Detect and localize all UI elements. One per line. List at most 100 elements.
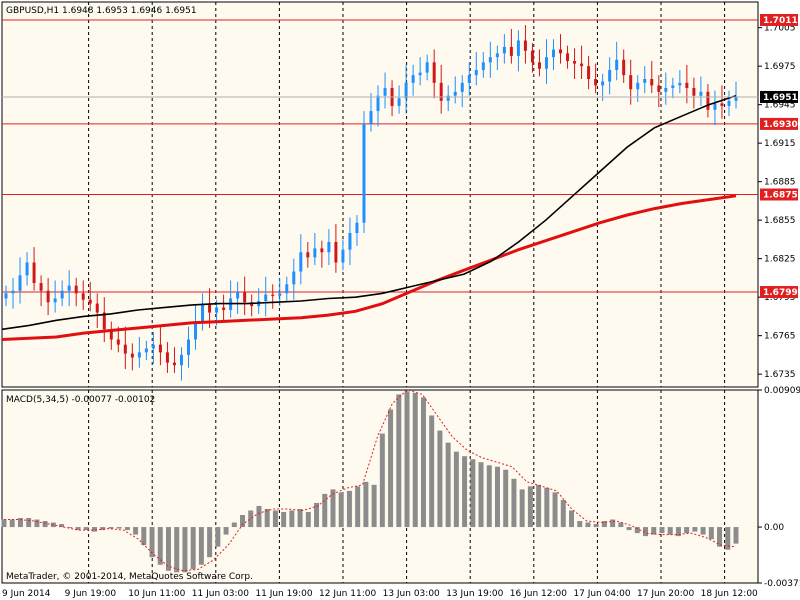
macd-histogram-bar [725, 527, 731, 550]
candle-body [411, 75, 415, 83]
candle-body [699, 91, 703, 96]
candlestick-series [4, 25, 738, 381]
macd-histogram-bar [174, 527, 180, 573]
candle-body [313, 248, 317, 258]
level-label: 1.6875 [763, 191, 798, 201]
macd-histogram-bar [240, 514, 246, 528]
vertical-grid [88, 2, 726, 583]
macd-histogram-bar [83, 527, 89, 531]
macd-histogram-bar [182, 527, 188, 573]
candle-body [32, 262, 36, 284]
candle-body [299, 252, 303, 272]
macd-histogram-bar [149, 527, 155, 558]
copyright-label: MetaTrader, © 2001-2014, MetaQuotes Soft… [6, 572, 253, 582]
candle-body [636, 82, 640, 90]
candle-body [509, 46, 513, 56]
macd-histogram-bar [297, 508, 303, 528]
candle-body [650, 79, 654, 86]
candle-body [88, 299, 92, 304]
candle-body [25, 262, 29, 276]
y-tick-label: 1.6795 [764, 293, 796, 303]
candle-body [432, 62, 436, 83]
macd-histogram-bar [190, 527, 196, 570]
macd-histogram-bar [289, 510, 295, 528]
macd-histogram-bar [371, 484, 377, 528]
candle-body [109, 329, 113, 340]
candle-body [720, 103, 724, 106]
candle-body [615, 59, 619, 71]
macd-histogram-bar [215, 527, 221, 547]
candle-body [678, 82, 682, 86]
macd-histogram-bar [264, 508, 270, 528]
candle-body [4, 293, 8, 299]
macd-y-tick-label: 0.00909 [764, 386, 800, 396]
candle-body [530, 50, 534, 63]
macd-histogram-bar [100, 527, 106, 531]
candle-body [566, 53, 570, 62]
candle-body [95, 303, 99, 313]
x-tick-label: 12 Jun 11:00 [319, 589, 376, 599]
candle-body [453, 91, 457, 96]
y-tick-label: 1.6975 [764, 62, 796, 72]
macd-histogram-bar [610, 519, 616, 528]
macd-histogram-bar [429, 415, 435, 528]
candle-body [278, 293, 282, 296]
candle-body [537, 62, 541, 69]
candle-body [671, 85, 675, 88]
candle-body [587, 66, 591, 79]
candle-body [187, 339, 190, 355]
macd-histogram-bar [470, 459, 476, 528]
macd-histogram-bar [396, 394, 402, 528]
macd-histogram-bar [486, 465, 492, 528]
candle-body [222, 307, 226, 310]
macd-histogram-bar [643, 527, 649, 537]
y-tick-label: 1.6855 [764, 216, 796, 226]
candle-body [622, 59, 626, 76]
macd-histogram-bar [593, 524, 599, 528]
macd-histogram-bar [91, 527, 97, 532]
fast-moving-average-line [1, 94, 737, 331]
macd-histogram-bar [569, 510, 575, 528]
y-tick-label: 1.6945 [764, 101, 796, 111]
candle-body [18, 275, 22, 291]
macd-histogram-bar [272, 510, 278, 528]
candle-body [67, 285, 71, 291]
candle-body [383, 87, 387, 96]
candle-body [53, 298, 57, 303]
macd-histogram-bar [363, 481, 369, 528]
candle-body [552, 49, 555, 58]
candle-body [102, 312, 106, 330]
current-price-box [760, 90, 798, 103]
candle-body [474, 70, 478, 76]
x-tick-label: 9 Jun 19:00 [65, 589, 117, 599]
candle-body [467, 75, 471, 83]
candle-body [250, 302, 254, 307]
macd-histogram-bar [9, 519, 15, 528]
candle-body [11, 290, 15, 294]
level-label: 1.6930 [763, 120, 798, 130]
candle-body [201, 303, 205, 323]
candle-body [706, 91, 710, 110]
candle-body [292, 271, 296, 285]
candle-body [397, 98, 401, 106]
candle-body [369, 111, 373, 124]
x-tick-label: 10 Jun 11:00 [128, 589, 185, 599]
macd-histogram-bar [1, 519, 7, 528]
level-label-box [760, 117, 798, 130]
candle-body [327, 241, 331, 253]
candle-body [348, 233, 352, 250]
macd-histogram-bar [355, 486, 361, 528]
candle-body [46, 290, 50, 303]
macd-histogram-bar [626, 527, 632, 531]
candle-body [481, 62, 485, 71]
level-label: 1.6799 [763, 288, 798, 298]
macd-histogram-bar [478, 462, 484, 528]
macd-histogram-bar [601, 521, 607, 528]
candle-body [376, 95, 380, 112]
candle-body [60, 290, 64, 299]
level-labels: 1.7011 1.6930 1.6875 1.6799 1.6951 [760, 13, 798, 299]
candle-body [692, 87, 696, 96]
macd-histogram-bar [305, 511, 311, 528]
macd-histogram-bar [223, 527, 229, 535]
